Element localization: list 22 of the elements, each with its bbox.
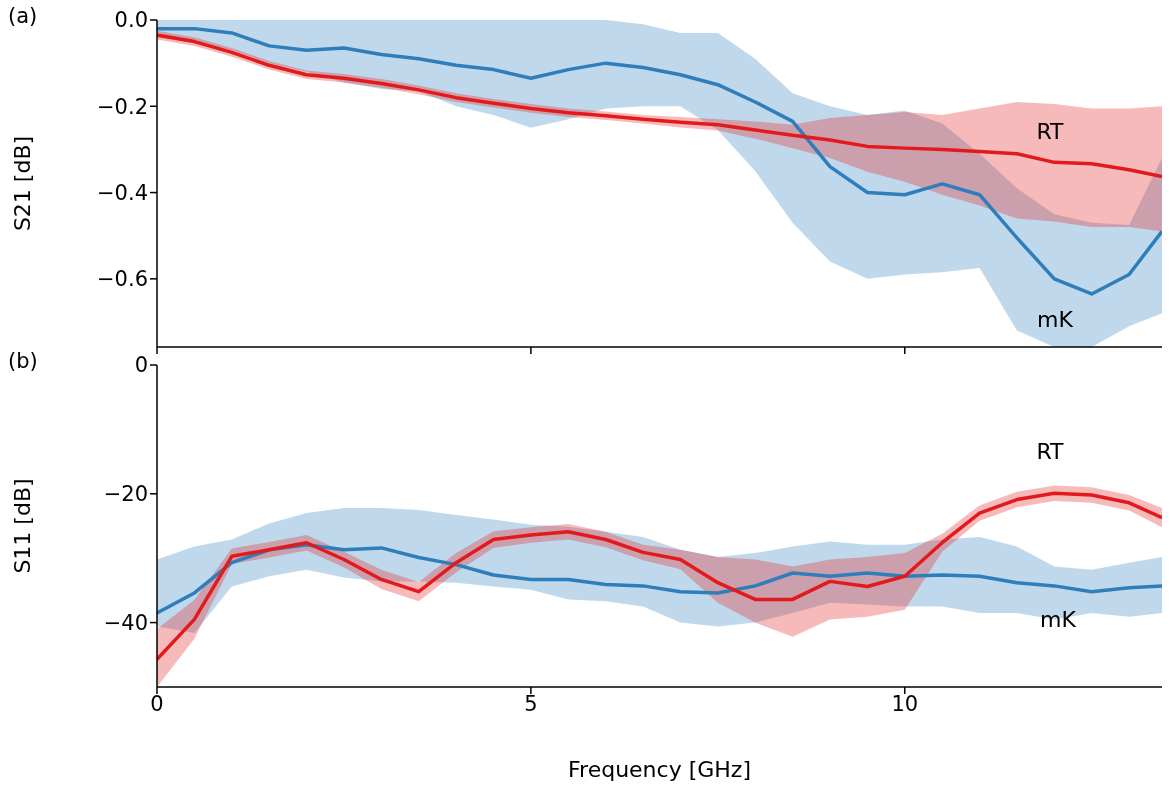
line-series xyxy=(157,33,1162,179)
y-tick-label: 0.0 xyxy=(114,8,148,33)
y-axis-title: S11 [dB] xyxy=(9,478,35,574)
x-tick-label: 10 xyxy=(891,691,919,716)
series-label: RT xyxy=(1035,118,1065,146)
text: (a) xyxy=(8,4,38,28)
text: (b) xyxy=(8,349,38,373)
y-tick-label: −0.6 xyxy=(97,267,148,292)
y-tick-label: −0.2 xyxy=(97,94,148,119)
series-label: mK xyxy=(1036,306,1074,334)
y-tick-label: −0.4 xyxy=(97,181,148,206)
line-series xyxy=(157,491,1162,662)
series-label: mK xyxy=(1039,606,1077,634)
x-tick-label: 5 xyxy=(524,691,538,716)
x-axis-title: Frequency [GHz] xyxy=(568,757,751,782)
y-axis-title: S21 [dB] xyxy=(9,135,35,232)
y-tick-label: −20 xyxy=(103,482,148,507)
series-label: RT xyxy=(1035,438,1065,466)
y-tick-label: −40 xyxy=(103,611,148,636)
y-tick-label: 0 xyxy=(134,353,148,378)
line-series xyxy=(157,26,1162,296)
x-tick-label: 0 xyxy=(150,691,164,716)
